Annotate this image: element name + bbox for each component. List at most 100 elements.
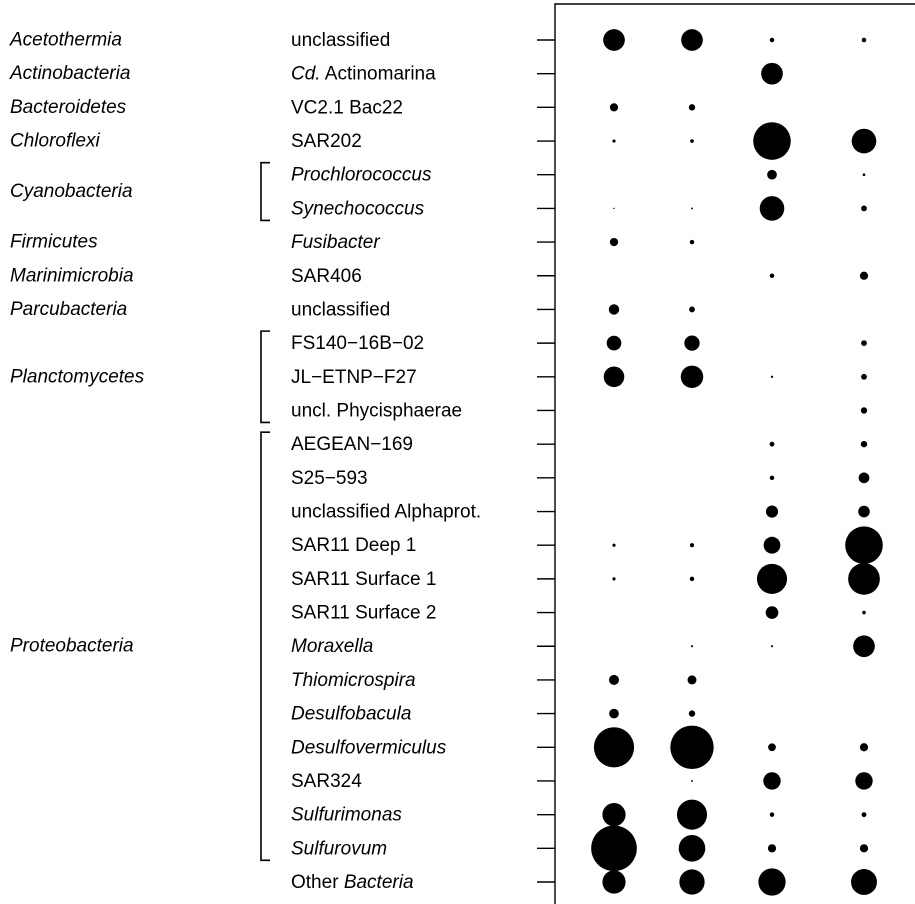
taxon-label: Synechococcus xyxy=(291,198,425,219)
bubble xyxy=(845,526,883,564)
bubble xyxy=(602,870,626,894)
bubble xyxy=(765,505,779,518)
taxon-label: Sulfurimonas xyxy=(291,804,402,825)
bubble xyxy=(860,407,868,414)
phylum-label: Firmicutes xyxy=(10,232,98,253)
taxon-label: Desulfovermiculus xyxy=(291,737,447,758)
bubble xyxy=(593,727,635,768)
taxon-label: FS140−16B−02 xyxy=(291,333,424,354)
bubble xyxy=(759,196,785,221)
taxon-label: SAR11 Surface 1 xyxy=(291,568,436,589)
bubble xyxy=(767,169,777,180)
phylum-label: Acetothermia xyxy=(9,30,122,51)
bubble xyxy=(602,803,626,827)
bubble xyxy=(763,536,781,554)
taxon-label: Thiomicrospira xyxy=(291,669,416,690)
bubble xyxy=(676,799,708,830)
bubble xyxy=(861,205,867,212)
bubble xyxy=(860,440,868,448)
phylum-label: Parcubacteria xyxy=(10,299,127,320)
bubble xyxy=(689,576,695,582)
taxon-labels: unclassified Cd. Actinomarina VC2.1 Bac22 S… xyxy=(291,30,481,893)
bubble xyxy=(848,563,880,595)
bubble xyxy=(689,306,695,313)
taxon-label: SAR11 Deep 1 xyxy=(291,535,416,556)
phylum-label: Bacteroidetes xyxy=(10,97,127,118)
bubble xyxy=(768,743,776,752)
taxon-label: AEGEAN−169 xyxy=(291,434,413,455)
bubble xyxy=(851,869,877,895)
y-axis-ticks xyxy=(537,39,555,883)
bubble xyxy=(769,273,775,279)
bubble xyxy=(770,645,774,648)
bubble xyxy=(861,373,867,380)
bubble xyxy=(859,271,869,280)
taxon-label: Sulfurovum xyxy=(291,838,387,859)
bubble xyxy=(769,475,775,481)
bubble xyxy=(679,869,705,895)
bubble xyxy=(608,674,620,685)
phylum-bracket xyxy=(260,431,270,862)
taxon-label: Moraxella xyxy=(291,636,373,657)
taxon-label: SAR406 xyxy=(291,265,362,286)
taxon-label: unclassified xyxy=(291,299,390,320)
taxon-label: Cd. Actinomarina xyxy=(291,63,436,84)
bubble xyxy=(858,505,870,518)
plot-frame-line xyxy=(554,3,915,904)
bubble xyxy=(756,563,788,594)
bubble xyxy=(767,844,777,853)
bubble xyxy=(608,304,620,315)
bubble xyxy=(851,128,877,154)
bubble xyxy=(687,675,697,685)
phylum-label: Proteobacteria xyxy=(10,636,134,657)
taxon-label: SAR324 xyxy=(291,770,362,791)
bubble xyxy=(688,104,696,111)
bubble xyxy=(603,366,625,388)
bubble xyxy=(591,825,637,872)
bubble xyxy=(753,122,791,160)
plot-frame xyxy=(554,3,915,904)
phylum-label: Cyanobacteria xyxy=(10,181,133,202)
bubble xyxy=(862,173,866,177)
bubble xyxy=(603,29,625,51)
taxon-label: S25−593 xyxy=(291,467,368,488)
bubble xyxy=(613,207,615,210)
bubble xyxy=(680,365,704,389)
taxon-label: unclassified xyxy=(291,30,390,51)
bubble xyxy=(769,441,775,447)
bubble xyxy=(681,29,703,51)
phylum-labels: Acetothermia Actinobacteria Bacteroidetes C… xyxy=(9,30,145,657)
bubble xyxy=(761,62,783,85)
phylum-label: Marinimicrobia xyxy=(10,265,134,286)
bubble xyxy=(688,710,696,717)
bubbles xyxy=(591,29,883,896)
taxon-label: Prochlorococcus xyxy=(291,164,432,185)
bubble xyxy=(690,645,694,648)
taxon-label: SAR202 xyxy=(291,131,362,152)
phylum-brackets xyxy=(260,161,270,862)
taxon-label: SAR11 Surface 2 xyxy=(291,602,436,623)
taxon-label: Other Bacteria xyxy=(291,872,414,893)
bubble xyxy=(862,610,866,615)
bubble xyxy=(861,340,867,347)
bubble xyxy=(861,812,867,818)
phylum-bracket xyxy=(260,330,270,424)
bubble xyxy=(684,335,700,351)
taxon-label: JL−ETNP−F27 xyxy=(291,366,417,387)
bubble xyxy=(689,239,695,245)
phylum-bracket xyxy=(260,161,270,222)
bubble xyxy=(678,835,706,862)
phylum-label: Planctomycetes xyxy=(10,366,145,387)
bubble xyxy=(769,812,775,817)
bubble xyxy=(765,606,779,619)
bubble xyxy=(609,237,619,247)
taxon-label: unclassified Alphaprot. xyxy=(291,501,481,522)
bubble xyxy=(689,543,695,548)
phylum-label: Actinobacteria xyxy=(9,63,130,84)
taxon-label: uncl. Phycisphaerae xyxy=(291,400,462,421)
bubble xyxy=(690,139,694,143)
bubble xyxy=(861,37,867,43)
bubble xyxy=(612,139,616,143)
taxon-label: VC2.1 Bac22 xyxy=(291,97,403,118)
